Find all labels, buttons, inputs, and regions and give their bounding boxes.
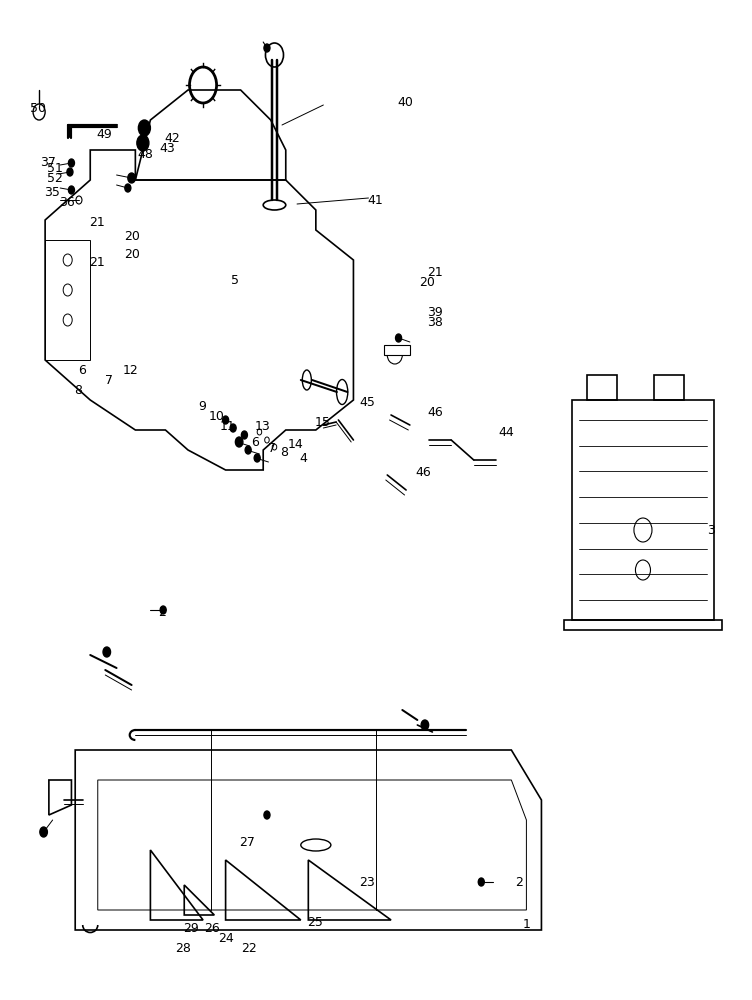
Text: 27: 27	[239, 836, 255, 848]
Circle shape	[40, 827, 47, 837]
Text: 3: 3	[707, 524, 714, 536]
Text: 35: 35	[44, 186, 59, 200]
Circle shape	[421, 720, 429, 730]
Text: 45: 45	[359, 396, 375, 410]
Text: 43: 43	[159, 141, 175, 154]
Circle shape	[254, 454, 260, 462]
Circle shape	[68, 186, 74, 194]
Text: 39: 39	[427, 306, 443, 320]
Text: 49: 49	[96, 128, 112, 141]
Circle shape	[264, 44, 270, 52]
Text: 26: 26	[205, 922, 220, 934]
Text: 4: 4	[299, 452, 307, 464]
Circle shape	[128, 173, 135, 183]
Circle shape	[223, 416, 229, 424]
Text: 6: 6	[251, 436, 259, 450]
Text: 13: 13	[254, 420, 270, 432]
Text: 7: 7	[105, 373, 114, 386]
Text: 29: 29	[183, 922, 199, 934]
Text: 21: 21	[89, 216, 105, 229]
Circle shape	[241, 431, 247, 439]
Circle shape	[125, 184, 131, 192]
Circle shape	[137, 135, 149, 151]
Text: 22: 22	[241, 942, 256, 954]
Text: 21: 21	[427, 265, 443, 278]
Circle shape	[160, 606, 166, 614]
Text: 38: 38	[427, 316, 443, 330]
Text: 20: 20	[420, 276, 435, 290]
Text: 7: 7	[268, 442, 277, 454]
Text: 24: 24	[218, 932, 234, 944]
Text: 46: 46	[427, 406, 443, 418]
Text: 50: 50	[30, 102, 46, 114]
Text: 15: 15	[314, 416, 330, 428]
Text: 40: 40	[397, 97, 413, 109]
Text: 28: 28	[175, 942, 191, 954]
Circle shape	[103, 647, 111, 657]
Circle shape	[68, 159, 74, 167]
Text: 36: 36	[59, 196, 74, 210]
Text: 21: 21	[89, 255, 105, 268]
Text: 14: 14	[288, 438, 304, 450]
Text: 51: 51	[47, 161, 63, 174]
Circle shape	[67, 168, 73, 176]
Text: 2: 2	[515, 876, 523, 888]
Circle shape	[230, 424, 236, 432]
Text: 20: 20	[124, 248, 140, 261]
Text: 11: 11	[220, 420, 235, 434]
Text: 42: 42	[164, 131, 180, 144]
Text: 5: 5	[231, 273, 239, 286]
Text: 37: 37	[40, 156, 56, 169]
Text: 20: 20	[124, 231, 140, 243]
Text: 25: 25	[307, 916, 323, 930]
Circle shape	[478, 878, 484, 886]
Text: 6: 6	[78, 363, 86, 376]
Text: 2: 2	[158, 605, 165, 618]
Text: 41: 41	[367, 194, 383, 207]
Text: 10: 10	[208, 410, 224, 424]
Circle shape	[138, 120, 150, 136]
Circle shape	[245, 446, 251, 454]
Text: 1: 1	[523, 918, 530, 932]
Text: 9: 9	[198, 400, 205, 414]
Circle shape	[235, 437, 243, 447]
Text: 48: 48	[138, 148, 153, 161]
Text: 12: 12	[123, 363, 138, 376]
Circle shape	[264, 811, 270, 819]
Text: 8: 8	[280, 446, 289, 460]
Text: 44: 44	[499, 426, 514, 438]
Text: 8: 8	[74, 383, 82, 396]
Text: 46: 46	[416, 466, 432, 479]
Text: 52: 52	[47, 172, 63, 184]
Text: 23: 23	[359, 876, 375, 888]
Circle shape	[396, 334, 402, 342]
